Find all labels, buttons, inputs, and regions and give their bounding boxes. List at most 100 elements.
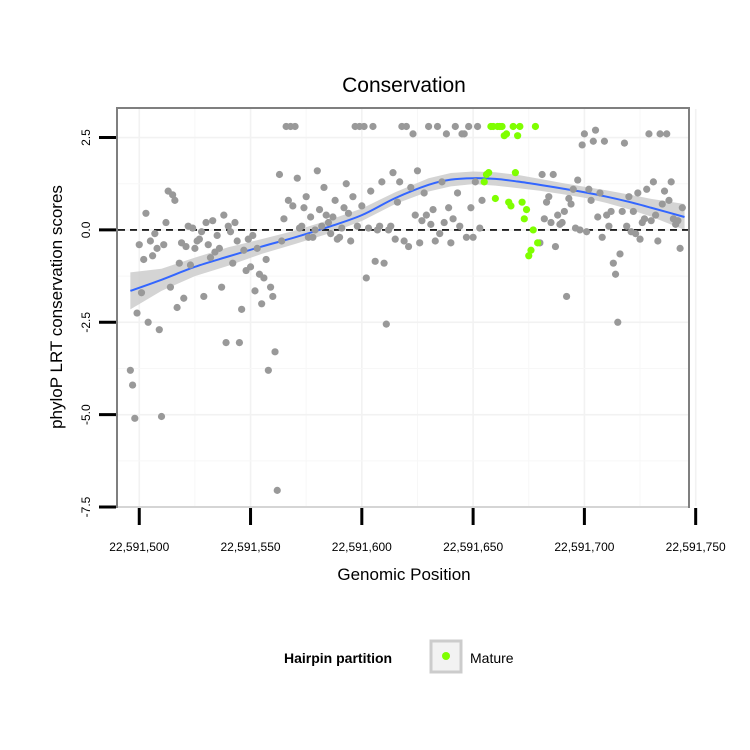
point-mature-16 <box>516 122 524 131</box>
point-other-136 <box>429 205 437 214</box>
point-other-40 <box>215 244 223 252</box>
point-other-140 <box>438 178 446 186</box>
point-other-155 <box>471 178 479 186</box>
point-other-186 <box>596 189 604 197</box>
point-other-166 <box>551 242 560 251</box>
point-other-50 <box>238 305 246 313</box>
point-other-142 <box>442 130 451 138</box>
point-other-207 <box>643 185 651 193</box>
x-tick-label-3: 22,591,650 <box>443 540 503 554</box>
point-other-206 <box>640 215 649 223</box>
point-mature-19 <box>522 205 531 214</box>
point-other-187 <box>598 233 606 241</box>
point-other-5 <box>137 289 146 297</box>
point-other-197 <box>620 139 629 147</box>
point-other-154 <box>469 233 477 241</box>
point-other-97 <box>342 180 350 188</box>
point-other-160 <box>538 170 546 179</box>
point-mature-22 <box>529 226 537 234</box>
point-other-16 <box>162 218 170 227</box>
point-other-196 <box>618 207 626 216</box>
point-other-170 <box>560 207 568 216</box>
point-other-132 <box>420 189 428 197</box>
point-other-8 <box>144 318 152 326</box>
point-mature-2 <box>485 169 493 177</box>
point-other-107 <box>364 224 373 232</box>
point-other-222 <box>676 244 684 252</box>
point-other-191 <box>607 207 615 216</box>
point-mature-0 <box>480 178 488 186</box>
point-other-216 <box>663 130 671 138</box>
point-other-25 <box>182 242 190 251</box>
point-other-152 <box>465 122 473 131</box>
point-other-180 <box>583 228 591 236</box>
point-other-156 <box>473 122 482 131</box>
point-other-63 <box>266 283 275 291</box>
point-other-190 <box>605 222 613 230</box>
point-other-67 <box>275 170 284 179</box>
point-other-209 <box>647 217 655 225</box>
legend-title: Hairpin partition <box>284 650 392 666</box>
x-tick-label-2: 22,591,600 <box>332 540 392 554</box>
point-mature-13 <box>509 122 517 131</box>
point-other-169 <box>558 218 566 227</box>
point-other-117 <box>387 222 395 230</box>
point-other-110 <box>371 257 379 265</box>
legend: Hairpin partition Mature <box>284 639 514 674</box>
point-other-193 <box>611 270 620 278</box>
point-other-120 <box>393 198 402 206</box>
point-other-61 <box>262 255 270 264</box>
point-other-43 <box>222 338 230 347</box>
point-other-69 <box>280 215 288 223</box>
plot-panel <box>116 107 690 508</box>
point-other-3 <box>133 309 141 317</box>
point-other-83 <box>311 226 319 234</box>
point-other-88 <box>322 211 330 219</box>
point-other-121 <box>396 178 404 186</box>
point-other-145 <box>449 215 457 223</box>
point-other-199 <box>625 193 633 201</box>
point-other-10 <box>149 252 157 260</box>
point-other-128 <box>411 211 419 219</box>
point-other-4 <box>135 241 143 249</box>
point-mature-10 <box>502 130 511 138</box>
point-other-150 <box>460 130 468 138</box>
point-other-82 <box>309 233 317 241</box>
point-other-201 <box>629 207 637 216</box>
y-tick-label-4: 2.5 <box>79 129 93 146</box>
confidence-band <box>130 171 685 310</box>
point-other-176 <box>574 176 582 184</box>
y-axis: -7.5 -5.0 -2.5 0.0 2.5 <box>79 129 116 517</box>
y-tick-label-0: -7.5 <box>79 496 93 517</box>
point-other-173 <box>567 200 575 208</box>
point-mature-14 <box>511 169 519 177</box>
point-other-95 <box>338 224 346 232</box>
point-other-218 <box>667 178 675 186</box>
point-other-161 <box>540 215 548 223</box>
point-other-135 <box>427 220 435 228</box>
point-other-81 <box>307 213 315 221</box>
point-other-100 <box>349 193 357 201</box>
point-other-42 <box>220 211 228 219</box>
point-other-18 <box>166 283 175 291</box>
point-mature-5 <box>491 194 499 203</box>
x-axis: 22,591,500 22,591,550 22,591,600 22,591,650… <box>109 508 726 554</box>
x-tick-label-0: 22,591,500 <box>109 540 169 554</box>
point-other-210 <box>649 178 657 186</box>
point-other-125 <box>404 242 413 251</box>
point-other-48 <box>233 237 241 245</box>
x-tick-label-1: 22,591,550 <box>221 540 281 554</box>
y-tick-label-1: -5.0 <box>79 404 93 425</box>
point-other-57 <box>253 244 261 252</box>
point-other-172 <box>565 194 573 203</box>
point-other-78 <box>300 204 308 212</box>
point-other-62 <box>264 366 272 374</box>
point-other-163 <box>545 193 553 201</box>
point-other-108 <box>367 187 375 195</box>
point-other-84 <box>313 167 321 175</box>
point-other-113 <box>378 178 386 186</box>
point-other-164 <box>547 218 555 227</box>
point-other-195 <box>616 250 624 258</box>
point-other-165 <box>549 170 557 179</box>
point-other-91 <box>329 213 337 221</box>
